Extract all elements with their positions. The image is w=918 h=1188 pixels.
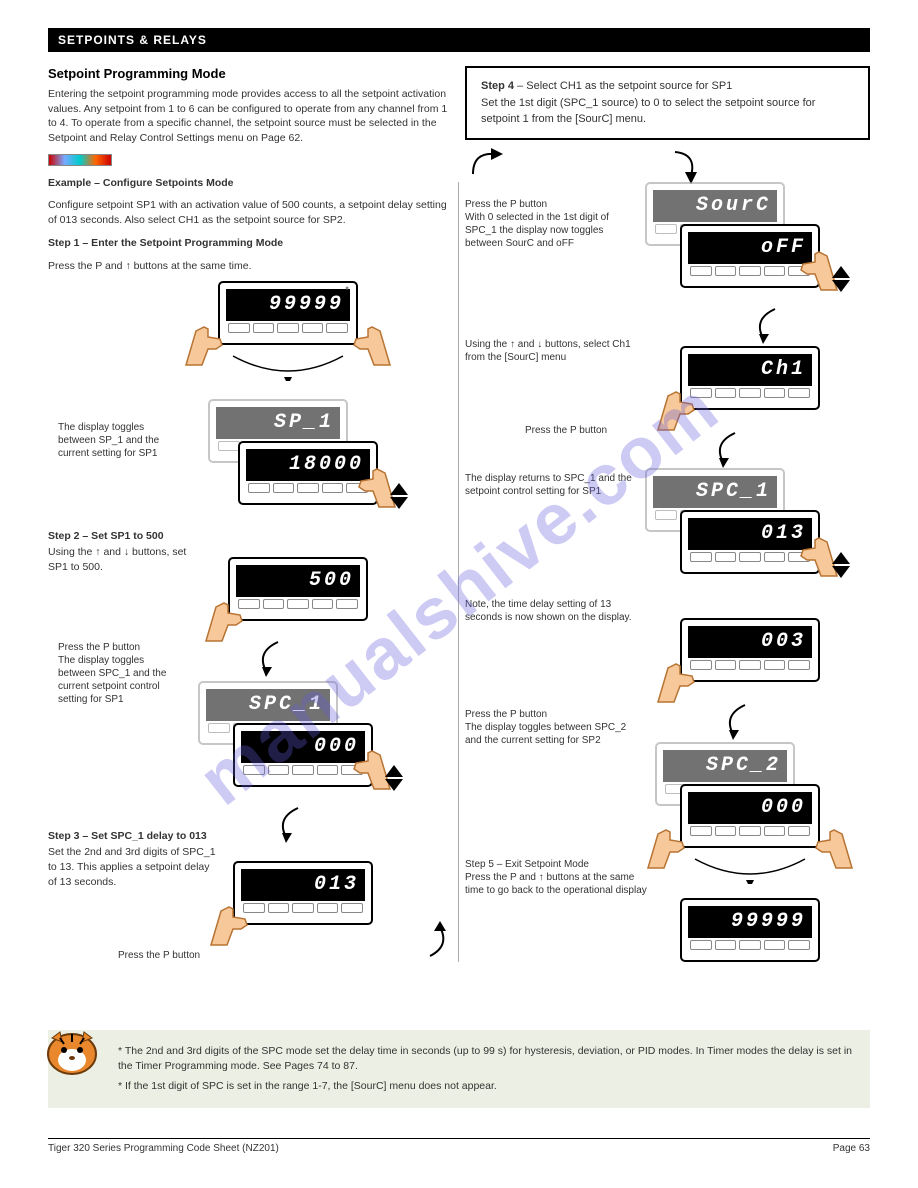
updown-arrows-icon bbox=[830, 264, 852, 294]
left-diagram: 99999 ● The display toggles between SP_1 bbox=[48, 281, 453, 1021]
page-body: Setpoint Programming Mode Entering the s… bbox=[48, 66, 870, 1128]
left-title: Setpoint Programming Mode bbox=[48, 66, 453, 81]
lcd-screen-text: Ch1 bbox=[688, 354, 812, 386]
lcd-screen-text: 99999 bbox=[688, 906, 812, 938]
curly-arrow-icon bbox=[248, 637, 288, 677]
step2-text: Using the ↑ and ↓ buttons, set SP1 to 50… bbox=[48, 545, 208, 574]
lcd-screen-text: SPC_1 bbox=[206, 689, 330, 721]
converge-arrows-icon bbox=[228, 351, 348, 381]
right-cap3a: The display returns to SPC_1 and the set… bbox=[465, 472, 635, 498]
right-column: Step 4 – Select CH1 as the setpoint sour… bbox=[465, 66, 870, 978]
curly-arrow-icon bbox=[715, 700, 755, 740]
step4-text: Set the 1st digit (SPC_1 source) to 0 to… bbox=[481, 97, 815, 126]
lcd-screen-text: SPC_2 bbox=[663, 750, 787, 782]
tiger-line1: * The 2nd and 3rd digits of the SPC mode… bbox=[118, 1044, 856, 1073]
right-cap3b: Note, the time delay setting of 13 secon… bbox=[465, 598, 645, 624]
section-header-title: SETPOINTS & RELAYS bbox=[58, 33, 207, 47]
tiger-note-box: * The 2nd and 3rd digits of the SPC mode… bbox=[48, 1030, 870, 1108]
curly-arrow-icon bbox=[745, 304, 785, 344]
step1-caption: The display toggles between SP_1 and the… bbox=[58, 421, 178, 460]
footer-model: Tiger 320 Series Programming Code Sheet … bbox=[48, 1143, 279, 1154]
column-divider bbox=[458, 182, 459, 962]
lcd-display: 99999 ● bbox=[218, 281, 358, 345]
curly-arrow-up-icon bbox=[418, 921, 458, 961]
lcd-screen-text: SP_1 bbox=[216, 407, 340, 439]
right-cap4: Press the P button The display toggles b… bbox=[465, 708, 635, 747]
right-diagram: Press the P button With 0 selected in th… bbox=[465, 148, 870, 978]
footer-pagenum: Page 63 bbox=[833, 1143, 870, 1154]
right-cap1a: Press the P button With 0 selected in th… bbox=[465, 198, 615, 250]
converge-arrows-icon bbox=[690, 854, 810, 884]
lcd-screen-text: SourC bbox=[653, 190, 777, 222]
step4-title: – Select CH1 as the setpoint source for … bbox=[514, 80, 732, 92]
right-cap5: Step 5 – Exit Setpoint Mode Press the P … bbox=[465, 858, 655, 897]
lcd-display: 99999 bbox=[680, 898, 820, 962]
lcd-screen-text: 000 bbox=[688, 792, 812, 824]
updown-arrows-icon bbox=[388, 481, 410, 511]
curly-arrow-icon bbox=[705, 428, 745, 468]
curly-arrow-icon bbox=[268, 803, 308, 843]
hand-icon bbox=[203, 899, 263, 949]
curly-arrow-icon bbox=[465, 144, 505, 184]
lcd-screen-text: SPC_1 bbox=[653, 476, 777, 508]
step1-title: Step 1 – Enter the Setpoint Programming … bbox=[48, 236, 453, 251]
left-intro: Entering the setpoint programming mode p… bbox=[48, 87, 453, 146]
hand-icon bbox=[650, 656, 710, 706]
right-cap1b: Using the ↑ and ↓ buttons, select Ch1 fr… bbox=[465, 338, 635, 364]
hand-icon bbox=[650, 384, 710, 434]
step2-title: Step 2 – Set SP1 to 500 bbox=[48, 529, 208, 544]
tiger-head-icon bbox=[42, 1024, 102, 1078]
step4-label: Step 4 bbox=[481, 80, 514, 92]
tiger-line2: * If the 1st digit of SPC is set in the … bbox=[118, 1079, 856, 1094]
lcd-screen-text: 013 bbox=[241, 869, 365, 901]
updown-arrows-icon bbox=[830, 550, 852, 580]
lcd-screen-text: 500 bbox=[236, 565, 360, 597]
step3-title: Step 3 – Set SPC_1 delay to 013 bbox=[48, 829, 218, 844]
step3-caption: Press the P button bbox=[118, 949, 238, 962]
step2-caption: Press the P button The display toggles b… bbox=[58, 641, 178, 706]
color-bar-icon bbox=[48, 154, 112, 166]
lcd-display: 000 bbox=[680, 784, 820, 848]
step1-text: Press the P and ↑ buttons at the same ti… bbox=[48, 259, 453, 274]
page-footer: Tiger 320 Series Programming Code Sheet … bbox=[48, 1138, 870, 1154]
curly-arrow-icon bbox=[665, 144, 705, 184]
step4-box: Step 4 – Select CH1 as the setpoint sour… bbox=[465, 66, 870, 140]
right-cap2: Press the P button bbox=[525, 424, 645, 437]
section-header-bar: SETPOINTS & RELAYS bbox=[48, 28, 870, 52]
updown-arrows-icon bbox=[383, 763, 405, 793]
left-column: Setpoint Programming Mode Entering the s… bbox=[48, 66, 453, 1021]
example-title: Example – Configure Setpoints Mode bbox=[48, 176, 453, 191]
step3-text: Set the 2nd and 3rd digits of SPC_1 to 1… bbox=[48, 845, 218, 889]
lcd-screen-text: 003 bbox=[688, 626, 812, 658]
lcd-screen-text: 99999 bbox=[226, 289, 350, 321]
example-text: Configure setpoint SP1 with an activatio… bbox=[48, 198, 453, 227]
